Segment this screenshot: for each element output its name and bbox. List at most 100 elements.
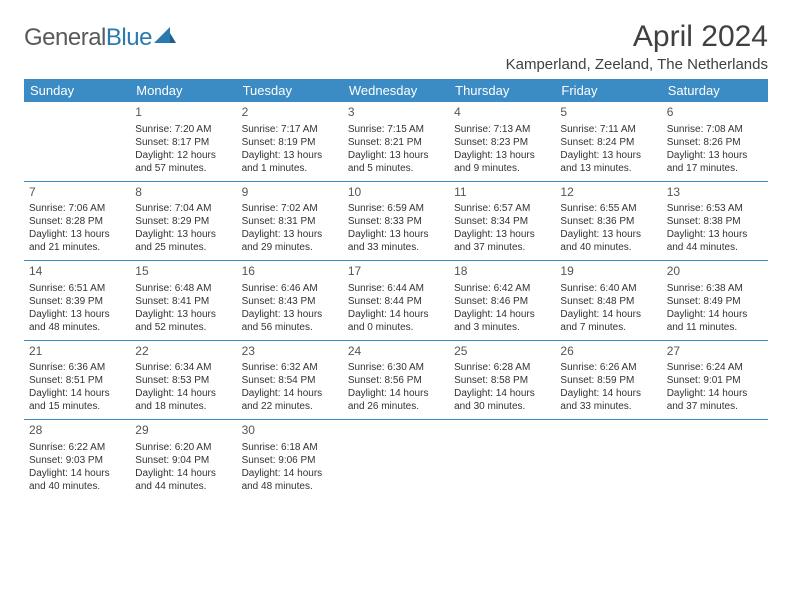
sunset-line: Sunset: 8:29 PM	[135, 215, 231, 228]
daylight-line: Daylight: 14 hours and 15 minutes.	[29, 387, 125, 413]
day-number: 7	[29, 185, 125, 201]
sunset-line: Sunset: 9:06 PM	[242, 454, 338, 467]
sunset-line: Sunset: 8:17 PM	[135, 136, 231, 149]
day-number: 2	[242, 105, 338, 121]
day-cell: 18Sunrise: 6:42 AMSunset: 8:46 PMDayligh…	[449, 261, 555, 341]
day-cell: 21Sunrise: 6:36 AMSunset: 8:51 PMDayligh…	[24, 340, 130, 420]
sunset-line: Sunset: 8:21 PM	[348, 136, 444, 149]
day-number: 14	[29, 264, 125, 280]
day-number: 15	[135, 264, 231, 280]
sunrise-line: Sunrise: 6:34 AM	[135, 361, 231, 374]
day-cell: 30Sunrise: 6:18 AMSunset: 9:06 PMDayligh…	[237, 420, 343, 499]
day-number: 11	[454, 185, 550, 201]
day-cell: 2 Sunrise: 7:17 AMSunset: 8:19 PMDaylight…	[237, 102, 343, 181]
dow-header: Sunday	[24, 79, 130, 102]
daylight-line: Daylight: 13 hours and 13 minutes.	[560, 149, 656, 175]
sunset-line: Sunset: 8:41 PM	[135, 295, 231, 308]
sunrise-line: Sunrise: 6:20 AM	[135, 441, 231, 454]
day-number: 8	[135, 185, 231, 201]
day-cell: 12Sunrise: 6:55 AMSunset: 8:36 PMDayligh…	[555, 181, 661, 261]
location-subtitle: Kamperland, Zeeland, The Netherlands	[506, 56, 768, 73]
day-cell: 7Sunrise: 7:06 AMSunset: 8:28 PMDaylight…	[24, 181, 130, 261]
day-cell: 4Sunrise: 7:13 AMSunset: 8:23 PMDaylight…	[449, 102, 555, 181]
sunset-line: Sunset: 8:19 PM	[242, 136, 338, 149]
sunrise-line: Sunrise: 6:18 AM	[242, 441, 338, 454]
daylight-line: Daylight: 14 hours and 11 minutes.	[667, 308, 763, 334]
sunrise-line: Sunrise: 7:04 AM	[135, 202, 231, 215]
daylight-line: Daylight: 14 hours and 44 minutes.	[135, 467, 231, 493]
sunset-line: Sunset: 8:34 PM	[454, 215, 550, 228]
day-cell: 9Sunrise: 7:02 AMSunset: 8:31 PMDaylight…	[237, 181, 343, 261]
day-cell: 25Sunrise: 6:28 AMSunset: 8:58 PMDayligh…	[449, 340, 555, 420]
sunrise-line: Sunrise: 6:55 AM	[560, 202, 656, 215]
daylight-line: Daylight: 13 hours and 40 minutes.	[560, 228, 656, 254]
day-number: 18	[454, 264, 550, 280]
day-number: 30	[242, 423, 338, 439]
daylight-line: Daylight: 13 hours and 52 minutes.	[135, 308, 231, 334]
sunrise-line: Sunrise: 6:22 AM	[29, 441, 125, 454]
logo-triangle-icon	[154, 25, 178, 50]
daylight-line: Daylight: 13 hours and 9 minutes.	[454, 149, 550, 175]
sunrise-line: Sunrise: 6:48 AM	[135, 282, 231, 295]
day-number: 6	[667, 105, 763, 121]
week-row: 14 Sunrise: 6:51 AMSunset: 8:39 PM Dayligh…	[24, 261, 768, 341]
sunset-line: Sunset: 8:49 PM	[667, 295, 763, 308]
day-cell: 19Sunrise: 6:40 AMSunset: 8:48 PMDayligh…	[555, 261, 661, 341]
daylight-line: Daylight: 13 hours and 17 minutes.	[667, 149, 763, 175]
day-cell: 22Sunrise: 6:34 AMSunset: 8:53 PMDayligh…	[130, 340, 236, 420]
sunrise-line: Sunrise: 6:36 AM	[29, 361, 125, 374]
sunset-line: Sunset: 8:33 PM	[348, 215, 444, 228]
sunrise-line: Sunrise: 6:57 AM	[454, 202, 550, 215]
sunset-line: Sunset: 9:03 PM	[29, 454, 125, 467]
day-number: 5	[560, 105, 656, 121]
sunset-line: Sunset: 8:44 PM	[348, 295, 444, 308]
sunrise-line: Sunrise: 6:30 AM	[348, 361, 444, 374]
day-number: 26	[560, 344, 656, 360]
sunrise-line: Sunrise: 7:08 AM	[667, 123, 763, 136]
day-cell: 13Sunrise: 6:53 AMSunset: 8:38 PMDayligh…	[662, 181, 768, 261]
sunrise-line: Sunrise: 6:51 AM	[29, 282, 125, 295]
week-row: 7Sunrise: 7:06 AMSunset: 8:28 PMDaylight…	[24, 181, 768, 261]
sunset-line: Sunset: 8:39 PM	[29, 295, 125, 308]
day-cell: 3Sunrise: 7:15 AMSunset: 8:21 PMDaylight…	[343, 102, 449, 181]
day-cell: 24Sunrise: 6:30 AMSunset: 8:56 PMDayligh…	[343, 340, 449, 420]
sunrise-line: Sunrise: 7:17 AM	[242, 123, 338, 136]
day-number: 1	[135, 105, 231, 121]
sunset-line: Sunset: 8:36 PM	[560, 215, 656, 228]
daylight-line: Daylight: 14 hours and 3 minutes.	[454, 308, 550, 334]
logo-text: GeneralBlue	[24, 24, 152, 52]
sunset-line: Sunset: 8:26 PM	[667, 136, 763, 149]
sunrise-line: Sunrise: 6:59 AM	[348, 202, 444, 215]
sunrise-line: Sunrise: 7:06 AM	[29, 202, 125, 215]
daylight-line: Daylight: 13 hours and 1 minutes.	[242, 149, 338, 175]
daylight-line: Daylight: 13 hours and 37 minutes.	[454, 228, 550, 254]
dow-header: Friday	[555, 79, 661, 102]
day-cell: 16Sunrise: 6:46 AMSunset: 8:43 PMDayligh…	[237, 261, 343, 341]
day-cell: 26Sunrise: 6:26 AMSunset: 8:59 PMDayligh…	[555, 340, 661, 420]
daylight-line: Daylight: 13 hours and 29 minutes.	[242, 228, 338, 254]
sunset-line: Sunset: 8:53 PM	[135, 374, 231, 387]
sunrise-line: Sunrise: 7:20 AM	[135, 123, 231, 136]
sunset-line: Sunset: 8:31 PM	[242, 215, 338, 228]
sunrise-line: Sunrise: 6:44 AM	[348, 282, 444, 295]
empty-cell	[662, 420, 768, 499]
day-cell: 28Sunrise: 6:22 AMSunset: 9:03 PMDayligh…	[24, 420, 130, 499]
day-number: 27	[667, 344, 763, 360]
daylight-line: Daylight: 14 hours and 18 minutes.	[135, 387, 231, 413]
sunrise-line: Sunrise: 6:24 AM	[667, 361, 763, 374]
sunrise-line: Sunrise: 7:15 AM	[348, 123, 444, 136]
sunrise-line: Sunrise: 6:53 AM	[667, 202, 763, 215]
title-block: April 2024 Kamperland, Zeeland, The Neth…	[506, 20, 768, 73]
day-cell: 10Sunrise: 6:59 AMSunset: 8:33 PMDayligh…	[343, 181, 449, 261]
sunset-line: Sunset: 8:54 PM	[242, 374, 338, 387]
week-row: 21Sunrise: 6:36 AMSunset: 8:51 PMDayligh…	[24, 340, 768, 420]
day-cell: 8Sunrise: 7:04 AMSunset: 8:29 PMDaylight…	[130, 181, 236, 261]
logo-word-2: Blue	[106, 24, 152, 51]
sunset-line: Sunset: 8:23 PM	[454, 136, 550, 149]
empty-cell	[343, 420, 449, 499]
day-number: 16	[242, 264, 338, 280]
day-cell: 15 Sunrise: 6:48 AMSunset: 8:41 PMDayligh…	[130, 261, 236, 341]
week-row: 1 Sunrise: 7:20 AMSunset: 8:17 PM Daylight…	[24, 102, 768, 181]
day-cell: 23Sunrise: 6:32 AMSunset: 8:54 PMDayligh…	[237, 340, 343, 420]
day-number: 17	[348, 264, 444, 280]
